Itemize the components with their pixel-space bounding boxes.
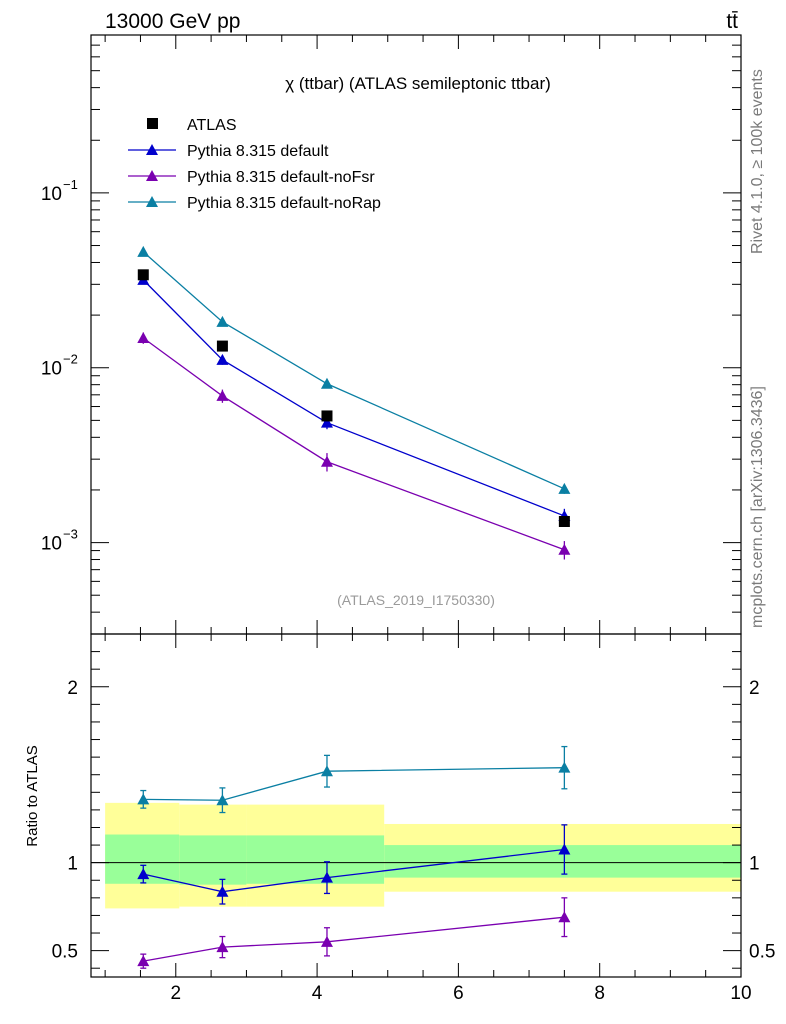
ratio-line-nofsr	[143, 916, 565, 962]
ratio-point-norap	[320, 765, 333, 777]
ratio-point-nofsr	[137, 955, 150, 967]
x-tick-label: 6	[453, 983, 464, 1004]
x-tick-label: 4	[312, 983, 323, 1004]
ratio-point-nofsr	[320, 935, 333, 947]
main-point-norap	[137, 245, 150, 257]
main-point-nofsr	[320, 455, 333, 467]
main-point-atlas	[137, 269, 149, 281]
watermark: (ATLAS_2019_I1750330)	[337, 592, 495, 608]
x-tick-label: 10	[730, 983, 751, 1004]
y-tick-label-main: 10	[41, 184, 62, 205]
legend-marker-default	[146, 144, 158, 155]
main-point-atlas	[321, 410, 333, 422]
y-tick-label-main: 10	[41, 359, 62, 380]
ratio-point-norap	[216, 794, 229, 806]
uncertainty-bands	[91, 802, 741, 909]
main-point-nofsr	[137, 331, 150, 343]
main-point-nofsr	[216, 389, 229, 401]
y-tick-exponent-main: −3	[63, 527, 78, 542]
ratio-point-default	[558, 843, 571, 855]
y-tick-label-ratio-right: 1	[749, 854, 760, 875]
main-point-atlas	[216, 340, 228, 352]
legend-label-default: Pythia 8.315 default	[187, 143, 329, 160]
legend: ATLAS Pythia 8.315 default Pythia 8.315 …	[128, 117, 381, 212]
ratio-point-default	[320, 871, 333, 883]
main-line-norap	[142, 251, 565, 490]
y-tick-exponent-main: −2	[63, 352, 78, 367]
side-label-rivet: Rivet 4.1.0, ≥ 100k events	[749, 69, 766, 254]
legend-marker-atlas	[147, 118, 158, 129]
main-point-atlas	[558, 515, 570, 527]
legend-marker-nofsr	[146, 170, 158, 181]
ratio-line-default	[143, 848, 565, 893]
y-tick-exponent-main: −1	[63, 177, 78, 192]
legend-label-atlas: ATLAS	[187, 117, 237, 134]
header-right-label: tt̄	[726, 10, 738, 33]
y-tick-label-ratio-right: 2	[749, 678, 760, 699]
band-green-1	[179, 835, 247, 885]
legend-label-nofsr: Pythia 8.315 default-noFsr	[187, 169, 375, 186]
band-green-2	[246, 835, 385, 884]
side-label-mcplots: mcplots.cern.ch [arXiv:1306.3436]	[749, 386, 766, 628]
main-line-nofsr	[142, 337, 565, 551]
y-tick-label-ratio-left: 1	[67, 854, 78, 875]
ratio-point-nofsr	[216, 941, 229, 953]
main-line-default	[142, 279, 565, 517]
header-left-label: 13000 GeV pp	[105, 10, 240, 33]
ratio-point-norap	[558, 761, 571, 773]
ratio-y-axis-label: Ratio to ATLAS	[24, 745, 41, 846]
y-tick-label-main: 10	[41, 534, 62, 555]
y-tick-label-ratio-right: 0.5	[749, 942, 775, 963]
data-series	[137, 245, 571, 969]
main-point-nofsr	[558, 543, 571, 555]
ratio-point-norap	[137, 793, 150, 805]
plot-title: χ (ttbar) (ATLAS semileptonic ttbar)	[285, 74, 551, 93]
ratio-point-default	[137, 868, 150, 880]
main-point-default	[216, 353, 229, 365]
legend-label-norap: Pythia 8.315 default-noRap	[187, 195, 381, 212]
y-tick-label-ratio-left: 0.5	[52, 942, 78, 963]
ratio-plot-frame	[90, 633, 742, 978]
ratio-line-norap	[143, 767, 565, 801]
main-point-norap	[320, 377, 333, 389]
main-point-norap	[216, 315, 229, 327]
x-tick-label: 2	[170, 983, 181, 1004]
main-point-norap	[558, 482, 571, 494]
main-point-default	[320, 416, 333, 428]
ratio-point-default	[216, 885, 229, 897]
y-tick-label-ratio-left: 2	[67, 678, 78, 699]
legend-marker-norap	[146, 196, 158, 207]
ratio-point-nofsr	[558, 911, 571, 923]
x-tick-label: 8	[594, 983, 605, 1004]
